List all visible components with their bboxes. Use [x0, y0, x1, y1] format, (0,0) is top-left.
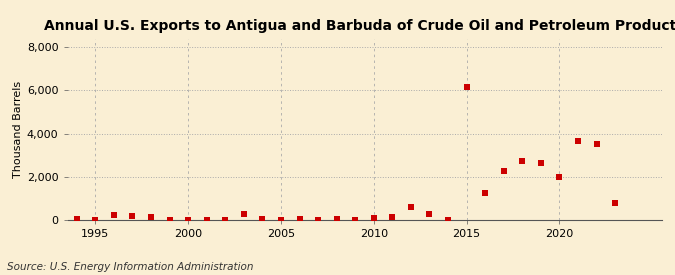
- Point: [146, 214, 157, 219]
- Point: [554, 175, 565, 179]
- Point: [72, 217, 82, 222]
- Point: [164, 218, 175, 222]
- Point: [517, 158, 528, 163]
- Point: [461, 85, 472, 89]
- Point: [610, 200, 620, 205]
- Text: Source: U.S. Energy Information Administration: Source: U.S. Energy Information Administ…: [7, 262, 253, 272]
- Point: [443, 218, 454, 222]
- Point: [480, 191, 491, 195]
- Y-axis label: Thousand Barrels: Thousand Barrels: [13, 81, 23, 178]
- Point: [109, 213, 119, 217]
- Point: [183, 218, 194, 222]
- Point: [90, 218, 101, 222]
- Point: [406, 204, 416, 209]
- Point: [238, 212, 249, 216]
- Point: [220, 218, 231, 222]
- Point: [257, 217, 268, 221]
- Point: [498, 169, 509, 174]
- Point: [369, 216, 379, 220]
- Point: [201, 217, 212, 222]
- Point: [275, 218, 286, 222]
- Point: [535, 161, 546, 165]
- Point: [424, 212, 435, 216]
- Point: [294, 217, 305, 222]
- Point: [313, 218, 323, 222]
- Point: [127, 213, 138, 218]
- Point: [572, 139, 583, 143]
- Point: [350, 217, 360, 222]
- Title: Annual U.S. Exports to Antigua and Barbuda of Crude Oil and Petroleum Products: Annual U.S. Exports to Antigua and Barbu…: [45, 19, 675, 33]
- Point: [591, 142, 602, 147]
- Point: [331, 217, 342, 222]
- Point: [387, 214, 398, 219]
